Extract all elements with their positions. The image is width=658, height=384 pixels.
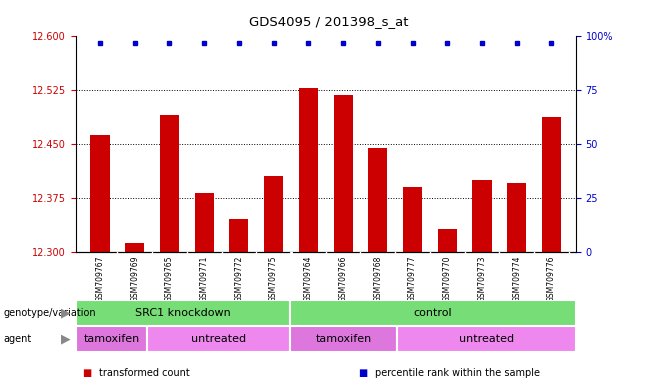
Text: GSM709776: GSM709776 [547, 255, 556, 302]
Bar [299, 88, 318, 252]
Text: tamoxifen: tamoxifen [315, 334, 372, 344]
Text: GSM709764: GSM709764 [304, 255, 313, 302]
Bar [438, 228, 457, 252]
Text: GSM709769: GSM709769 [130, 255, 139, 302]
Text: GDS4095 / 201398_s_at: GDS4095 / 201398_s_at [249, 15, 409, 28]
Text: GSM709766: GSM709766 [339, 255, 347, 302]
Bar [334, 95, 353, 252]
Text: ■: ■ [359, 368, 368, 378]
Bar [403, 187, 422, 252]
Text: GSM709777: GSM709777 [408, 255, 417, 302]
Text: GSM709771: GSM709771 [199, 255, 209, 302]
Text: ▶: ▶ [61, 306, 71, 319]
Text: percentile rank within the sample: percentile rank within the sample [375, 368, 540, 378]
Text: GSM709773: GSM709773 [478, 255, 486, 302]
Bar [368, 147, 388, 252]
Bar [472, 180, 492, 252]
Bar [160, 115, 179, 252]
Bar [125, 243, 144, 252]
Bar [230, 219, 249, 252]
Bar [507, 184, 526, 252]
Bar [290, 300, 576, 326]
Text: GSM709774: GSM709774 [512, 255, 521, 302]
Text: ■: ■ [82, 368, 91, 378]
Text: genotype/variation: genotype/variation [3, 308, 96, 318]
Text: agent: agent [3, 334, 32, 344]
Text: untreated: untreated [191, 334, 246, 344]
Text: GSM709775: GSM709775 [269, 255, 278, 302]
Text: GSM709768: GSM709768 [373, 255, 382, 302]
Bar [264, 176, 283, 252]
Text: control: control [414, 308, 452, 318]
Text: tamoxifen: tamoxifen [84, 334, 139, 344]
Bar [290, 326, 397, 352]
Text: GSM709767: GSM709767 [95, 255, 105, 302]
Bar [76, 326, 147, 352]
Text: ▶: ▶ [61, 332, 71, 345]
Text: GSM709765: GSM709765 [165, 255, 174, 302]
Bar [147, 326, 290, 352]
Bar [397, 326, 576, 352]
Bar [76, 300, 290, 326]
Bar [195, 193, 214, 252]
Text: GSM709772: GSM709772 [234, 255, 243, 302]
Bar [542, 118, 561, 252]
Text: GSM709770: GSM709770 [443, 255, 452, 302]
Text: transformed count: transformed count [99, 368, 190, 378]
Bar [90, 135, 109, 252]
Text: SRC1 knockdown: SRC1 knockdown [135, 308, 231, 318]
Text: untreated: untreated [459, 334, 514, 344]
